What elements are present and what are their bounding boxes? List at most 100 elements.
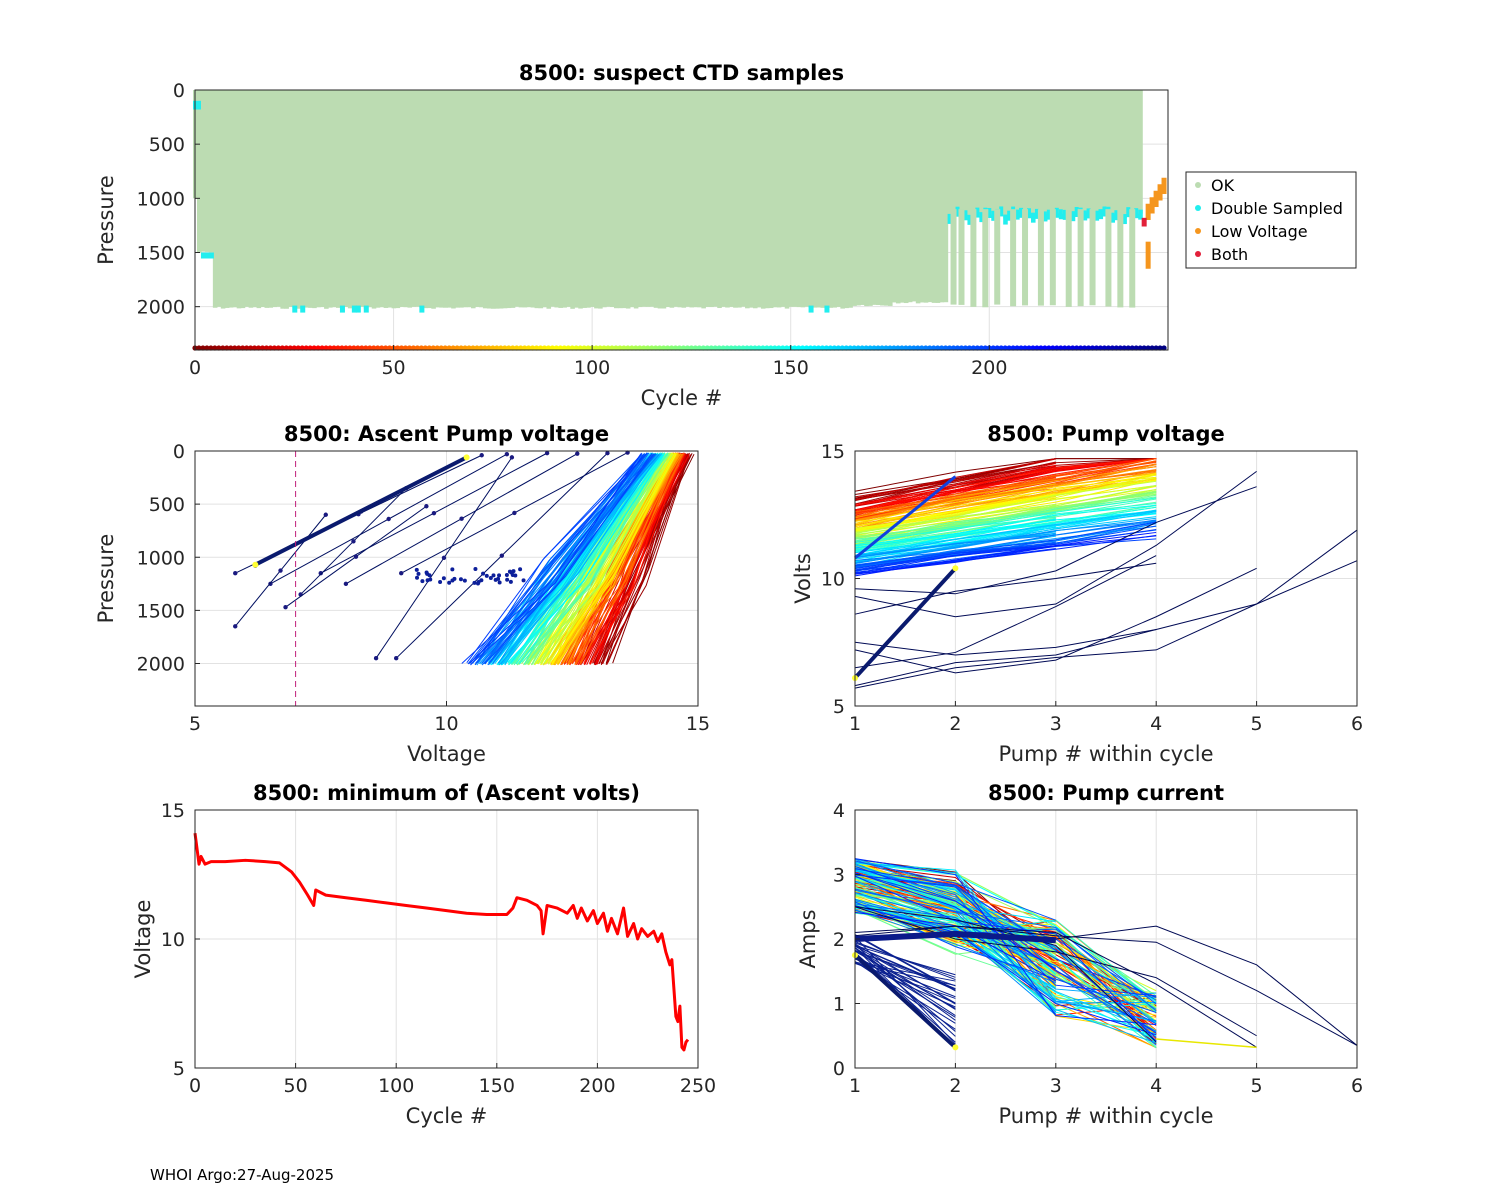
- ok-sample-profile: [351, 90, 357, 308]
- cycle-color-dot: [216, 345, 222, 351]
- ok-sample-profile: [780, 90, 786, 307]
- ok-sample-profile: [677, 90, 683, 308]
- pump-voltage-line: [854, 510, 1157, 559]
- ascent-profile-line: [589, 452, 683, 665]
- ok-sample-profile: [228, 90, 234, 308]
- ok-sample-profile: [1030, 90, 1036, 217]
- ok-sample-profile: [244, 90, 250, 307]
- cycle-color-dot: [831, 345, 838, 351]
- ok-sample-profile: [907, 90, 913, 303]
- y-tick-label: 0: [173, 441, 185, 463]
- pump-voltage-line: [854, 461, 1056, 501]
- cycle-color-dot: [267, 345, 274, 351]
- cycle-color-dot: [291, 345, 297, 351]
- ok-sample-profile: [1015, 90, 1020, 214]
- y-tick-label: 5: [833, 696, 845, 718]
- cycle-color-dot: [228, 345, 234, 351]
- pump-current-line: [854, 941, 956, 981]
- x-tick-label: 2: [949, 713, 961, 735]
- cycle-color-dot: [859, 345, 865, 351]
- cycle-color-dot: [629, 345, 635, 351]
- x-tick-label: 250: [680, 1075, 716, 1097]
- ok-sample-profile: [1118, 90, 1123, 216]
- cycle-color-dot: [609, 345, 615, 351]
- ok-sample-profile: [760, 90, 766, 309]
- ok-sample-profile: [884, 90, 889, 306]
- double-sampled-marker: [1074, 206, 1080, 217]
- ok-sample-profile: [606, 90, 611, 307]
- ok-sample-profile: [1065, 209, 1072, 307]
- cycle-color-dot: [661, 345, 667, 351]
- ok-sample-profile: [1062, 90, 1068, 214]
- cycle-color-dot: [251, 345, 258, 351]
- ok-sample-profile: [367, 90, 373, 308]
- cycle-color-dot: [220, 345, 226, 351]
- chart-title: 8500: Pump voltage: [987, 422, 1225, 446]
- ascent-sample-point: [441, 555, 447, 560]
- pump-voltage-line: [854, 480, 1157, 533]
- double-sampled-marker: [1110, 212, 1115, 223]
- ok-sample-profile: [880, 90, 885, 306]
- pump-current-line: [1156, 1038, 1257, 1049]
- x-tick-label: 5: [1251, 713, 1263, 735]
- ok-sample-profile: [1010, 209, 1017, 307]
- cycle-color-dot: [867, 345, 873, 351]
- ok-sample-profile: [502, 90, 508, 309]
- cycle-color-dot: [569, 345, 575, 351]
- ascent-sample-point: [499, 553, 505, 558]
- cycle-color-dot: [335, 345, 341, 351]
- cycle-color-dot: [815, 345, 822, 351]
- cycle-color-dot: [236, 345, 242, 351]
- ok-sample-profile: [999, 90, 1004, 211]
- ok-sample-profile: [800, 90, 806, 308]
- cycle-color-dot: [275, 345, 281, 351]
- cycle-color-dot: [946, 345, 953, 351]
- cycle-color-dot: [1125, 345, 1131, 351]
- ascent-profile-line: [600, 454, 690, 664]
- x-axis-label: Cycle #: [641, 386, 723, 410]
- x-tick-label: 1: [849, 1075, 861, 1097]
- cycle-color-dot: [744, 345, 750, 351]
- ok-sample-profile: [1130, 90, 1135, 214]
- ok-sample-profile: [455, 90, 460, 308]
- ok-sample-profile: [471, 90, 476, 309]
- ascent-sample-point: [414, 567, 419, 572]
- pump-current-line: [854, 925, 1257, 1048]
- double-sampled-marker: [1019, 207, 1024, 218]
- ok-sample-profile: [316, 90, 321, 308]
- y-tick-label: 2000: [137, 654, 185, 676]
- y-tick-label: 1: [833, 994, 845, 1016]
- ok-sample-profile: [562, 90, 567, 308]
- ok-sample-profile: [685, 90, 691, 307]
- pump-current-line: [854, 934, 956, 991]
- cycle-color-dot: [526, 345, 532, 351]
- pump-current-line: [854, 888, 1157, 1001]
- cycle-color-dot: [482, 345, 488, 351]
- pump-voltage-line: [854, 529, 1358, 687]
- ascent-profile-line: [500, 453, 658, 665]
- ascent-profile-line: [516, 454, 670, 666]
- double-sampled-marker: [292, 305, 298, 313]
- pump-current-line: [854, 954, 956, 1018]
- cycle-color-dot: [295, 345, 301, 351]
- pump-current-line: [854, 901, 1157, 1013]
- cycle-color-dot: [1129, 345, 1135, 351]
- cycle-color-dot: [315, 345, 321, 351]
- double-sampled-marker: [999, 206, 1004, 217]
- pump-voltage-line: [854, 511, 1157, 559]
- x-tick-label: 10: [434, 713, 458, 735]
- x-tick-label: 3: [1050, 1075, 1062, 1097]
- ok-sample-profile: [840, 90, 845, 309]
- ok-sample-profile: [868, 90, 873, 306]
- double-sampled-marker: [979, 212, 984, 223]
- double-sampled-marker: [1046, 209, 1052, 220]
- ok-sample-profile: [240, 90, 246, 309]
- cycle-color-dot: [895, 345, 901, 351]
- double-sampled-marker: [987, 207, 992, 218]
- axes-pumpv: 1 2 3 4 5 6 5 10 15 8500: Pump voltage Pump # with…: [791, 422, 1363, 766]
- ascent-sample-point: [425, 578, 430, 583]
- cycle-color-dot: [327, 345, 333, 351]
- ok-sample-profile: [982, 209, 989, 308]
- ok-sample-profile: [610, 90, 615, 308]
